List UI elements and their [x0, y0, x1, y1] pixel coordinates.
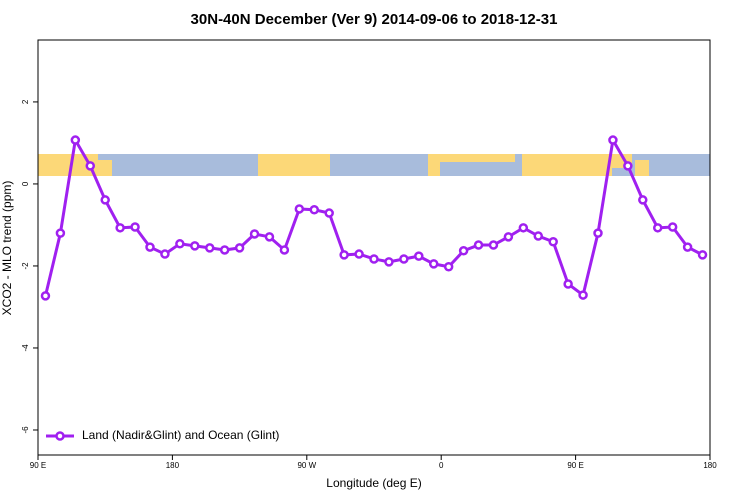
- y-tick-label: 2: [21, 99, 30, 104]
- data-point: [339, 250, 349, 260]
- data-point: [428, 259, 439, 269]
- y-tick-label: -6: [21, 426, 30, 434]
- land-patch: [428, 154, 440, 176]
- data-point: [682, 242, 693, 252]
- data-point: [548, 237, 558, 247]
- data-point: [593, 228, 603, 238]
- data-point: [503, 232, 514, 242]
- data-point: [100, 195, 110, 205]
- y-axis-label: XCO2 - MLO trend (ppm): [0, 181, 14, 316]
- data-point: [518, 223, 529, 233]
- data-point: [488, 240, 499, 250]
- data-point: [458, 246, 469, 256]
- data-point: [219, 245, 230, 255]
- x-tick-label: 90 E: [30, 461, 46, 470]
- data-point: [175, 239, 185, 249]
- data-point: [40, 291, 51, 301]
- data-point: [309, 205, 320, 215]
- data-point: [234, 243, 245, 253]
- data-point: [533, 231, 544, 241]
- x-tick-label: 180: [703, 461, 717, 470]
- x-axis-label: Longitude (deg E): [326, 476, 421, 490]
- data-point: [115, 223, 125, 233]
- chart-title: 30N-40N December (Ver 9) 2014-09-06 to 2…: [191, 11, 558, 28]
- data-point: [354, 249, 364, 259]
- x-tick-label: 180: [166, 461, 180, 470]
- y-tick-label: -2: [21, 262, 30, 270]
- data-point: [399, 254, 409, 264]
- data-point: [264, 232, 275, 242]
- data-point: [130, 222, 140, 232]
- data-point: [279, 245, 290, 255]
- land-patch: [440, 154, 515, 162]
- data-point: [160, 249, 170, 259]
- data-point: [667, 222, 678, 232]
- data-point: [608, 135, 618, 145]
- data-point: [697, 250, 708, 260]
- land-patch: [258, 154, 330, 176]
- land-patch: [522, 154, 612, 176]
- x-tick-label: 90 E: [567, 461, 583, 470]
- data-point: [70, 135, 81, 145]
- data-point: [384, 257, 394, 267]
- data-point: [85, 161, 96, 171]
- data-point: [652, 223, 663, 233]
- data-point: [473, 240, 484, 250]
- map-band: [38, 154, 710, 176]
- data-point: [578, 290, 588, 300]
- y-tick-label: 0: [21, 181, 30, 186]
- data-point: [55, 228, 66, 238]
- data-point: [294, 204, 305, 214]
- land-patch: [38, 154, 98, 176]
- data-point: [324, 208, 334, 218]
- legend-marker: [55, 431, 65, 441]
- plot-frame: [37, 39, 711, 456]
- data-point: [145, 242, 155, 252]
- data-point: [638, 195, 648, 205]
- y-tick-label: -4: [21, 344, 30, 352]
- land-patch: [98, 160, 112, 176]
- data-point: [190, 241, 200, 251]
- data-point: [414, 251, 424, 261]
- land-patch: [635, 160, 649, 176]
- data-point: [369, 254, 379, 264]
- data-point: [623, 161, 633, 171]
- x-tick-label: 0: [439, 461, 444, 470]
- data-point: [563, 279, 573, 289]
- data-point: [443, 262, 454, 272]
- data-point: [249, 229, 260, 239]
- x-tick-label: 90 W: [297, 461, 316, 470]
- data-point: [204, 243, 215, 253]
- legend-label: Land (Nadir&Glint) and Ocean (Glint): [82, 428, 279, 442]
